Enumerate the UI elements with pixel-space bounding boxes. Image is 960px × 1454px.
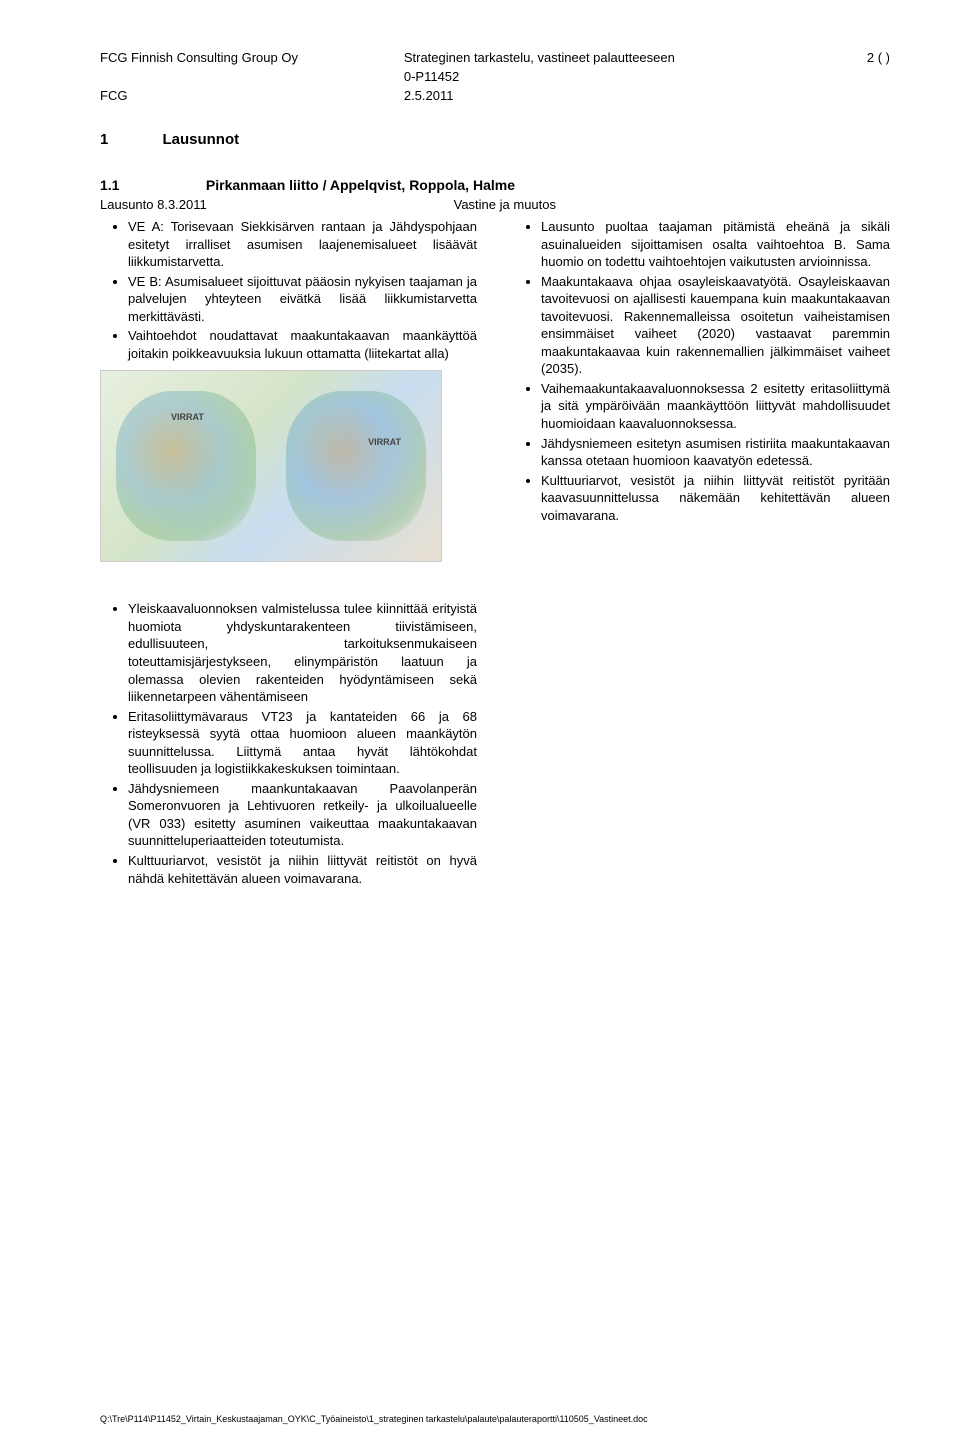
map-blob-right [286,391,426,541]
lausunto-row: Lausunto 8.3.2011 Vastine ja muutos [100,197,890,212]
list-item: Kulttuuriarvot, vesistöt ja niihin liitt… [541,472,890,525]
map-image: VIRRAT VIRRAT [100,370,442,562]
col-left-top: VE A: Torisevaan Siekkisärven rantaan ja… [100,218,495,574]
subsection-title: Pirkanmaan liitto / Appelqvist, Roppola,… [206,177,515,193]
header-row-2: 0-P11452 [100,69,890,84]
left-top-list: VE A: Torisevaan Siekkisärven rantaan ja… [100,218,477,362]
list-item: Vaihtoehdot noudattavat maakuntakaavan m… [128,327,477,362]
map-label-left: VIRRAT [171,411,204,423]
header-doc-title: Strateginen tarkastelu, vastineet palaut… [404,50,799,65]
left-bottom-list: Yleiskaavaluonnoksen valmistelussa tulee… [100,600,477,887]
right-top-list: Lausunto puoltaa taajaman pitämistä eheä… [513,218,890,524]
header-row: FCG Finnish Consulting Group Oy Strategi… [100,50,890,65]
header-spacer [100,69,404,84]
list-item: Lausunto puoltaa taajaman pitämistä eheä… [541,218,890,271]
subsection-num: 1.1 [100,177,202,193]
lausunto-label: Lausunto 8.3.2011 [100,197,450,212]
list-item: Jähdysniemeen maankuntakaavan Paavolanpe… [128,780,477,850]
footer-path: Q:\Tre\P114\P11452_Virtain_Keskustaajama… [100,1414,890,1424]
section-num: 1 [100,131,158,148]
two-column-bottom: Yleiskaavaluonnoksen valmistelussa tulee… [100,600,890,889]
list-item: Maakuntakaava ohjaa osayleiskaavatyötä. … [541,273,890,378]
header-page-num: 2 ( ) [799,50,890,65]
map-label-right: VIRRAT [368,436,401,448]
header-date: 2.5.2011 [404,88,799,103]
section-title: Lausunnot [162,131,239,148]
list-item: Kulttuuriarvot, vesistöt ja niihin liitt… [128,852,477,887]
page: FCG Finnish Consulting Group Oy Strategi… [0,0,960,1454]
subsection-heading: 1.1 Pirkanmaan liitto / Appelqvist, Ropp… [100,177,890,193]
list-item: VE B: Asumisalueet sijoittuvat pääosin n… [128,273,477,326]
section-1-heading: 1 Lausunnot [100,131,890,149]
header-doc-code: 0-P11452 [404,69,799,84]
list-item: Yleiskaavaluonnoksen valmistelussa tulee… [128,600,477,705]
two-column-top: VE A: Torisevaan Siekkisärven rantaan ja… [100,218,890,574]
header-org: FCG [100,88,404,103]
list-item: Jähdysniemeen esitetyn asumisen ristirii… [541,435,890,470]
list-item: Vaihemaakuntakaavaluonnoksessa 2 esitett… [541,380,890,433]
col-right-top: Lausunto puoltaa taajaman pitämistä eheä… [495,218,890,574]
col-right-bottom [495,600,890,889]
list-item: Eritasoliittymävaraus VT23 ja kantateide… [128,708,477,778]
list-item: VE A: Torisevaan Siekkisärven rantaan ja… [128,218,477,271]
vastine-label: Vastine ja muutos [454,197,556,212]
header-company: FCG Finnish Consulting Group Oy [100,50,404,65]
col-left-bottom: Yleiskaavaluonnoksen valmistelussa tulee… [100,600,495,889]
header-sub: FCG 2.5.2011 [100,88,890,103]
